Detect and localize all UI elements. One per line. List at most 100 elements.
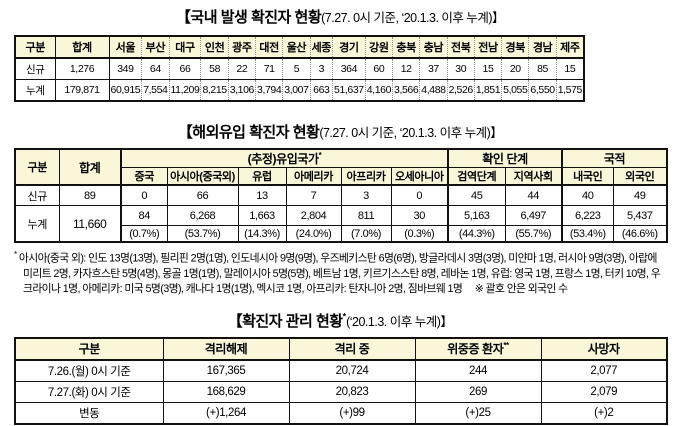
region-header: 광주: [227, 35, 256, 58]
percent-cell: (0.3%): [390, 225, 448, 242]
data-cell: 6,268: [166, 205, 238, 226]
nationality-group-header: 국적: [561, 148, 667, 168]
data-cell: 66: [166, 184, 238, 206]
inflow-country-footnote-marker: *: [318, 151, 322, 160]
percent-cell: (14.3%): [237, 225, 286, 242]
imported-subheader-row: 중국 아시아(중국외) 유럽 아메리카 아프리카 오세아니아 검역단계 지역사회…: [15, 167, 667, 185]
row-label: 신규: [14, 184, 59, 206]
imported-footnote: * 아시아(중국 외): 인도 13명(13명), 필리핀 2명(1명), 인도…: [14, 247, 666, 297]
management-title-main: 【확진자 관리 현황: [227, 312, 343, 330]
data-cell: 60,915: [108, 79, 142, 101]
subheader-foreigner: 외국인: [612, 167, 667, 185]
data-cell: 44: [504, 184, 562, 206]
data-cell: 5,055: [501, 79, 529, 101]
data-cell: 13: [237, 184, 286, 206]
data-cell: 168,629: [162, 380, 289, 403]
percent-cell: (53.4%): [561, 225, 613, 242]
management-header-row: 구분 격리해제 격리 중 위중증 환자** 사망자: [14, 337, 667, 360]
row-label: 7.26.(월) 0시 기준: [14, 358, 163, 382]
management-title: 【확진자 관리 현황*(‘20.1.3. 이후 누계)】: [0, 310, 680, 331]
data-cell: 7: [285, 184, 341, 206]
region-header: 대구: [168, 35, 201, 58]
data-cell: 1,575: [555, 79, 584, 101]
percent-cell: (0.7%): [120, 225, 167, 242]
imported-cum-percent-row: (0.7%) (53.7%) (14.3%) (24.0%) (7.0%) (0…: [15, 225, 667, 242]
data-cell: 66: [168, 57, 201, 80]
data-cell: 1,663: [237, 205, 286, 226]
management-title-sub: (‘20.1.3. 이후 누계)】: [346, 314, 453, 329]
data-cell: 5: [282, 57, 311, 80]
data-cell: 364: [332, 57, 366, 80]
data-cell: 663: [309, 79, 333, 101]
data-cell: 0: [390, 184, 448, 206]
management-table: 구분 격리해제 격리 중 위중증 환자** 사망자 7.26.(월) 0시 기준…: [14, 336, 668, 425]
data-cell: 3,794: [254, 79, 283, 101]
data-cell: 2,526: [446, 79, 475, 101]
data-cell: 269: [414, 380, 541, 403]
region-header: 울산: [282, 35, 311, 58]
inflow-country-label: (추정)유입국가: [247, 152, 319, 166]
data-cell: 40: [561, 184, 613, 206]
data-cell: 6,223: [561, 205, 613, 226]
data-cell: 20: [501, 57, 529, 80]
col-header: 구분: [14, 148, 59, 185]
region-header: 대전: [254, 35, 283, 58]
percent-cell: (53.7%): [166, 225, 238, 242]
imported-title-main: 【해외유입 확진자 현황: [177, 124, 320, 141]
domestic-table: 구분 합계 서울 부산 대구 인천 광주 대전 울산 세종 경기 강원 충북 충…: [14, 35, 585, 102]
data-cell: 20,823: [288, 380, 415, 403]
data-cell: 15: [555, 57, 584, 80]
data-cell: 49: [612, 184, 667, 206]
data-cell: 3,566: [392, 79, 420, 101]
region-header: 제주: [555, 35, 584, 58]
data-cell: 85: [528, 57, 557, 80]
data-cell: (+)25: [414, 401, 541, 424]
data-cell: 37: [419, 57, 448, 80]
data-cell: 22: [227, 57, 256, 80]
data-cell: 15: [473, 57, 502, 80]
imported-title: 【해외유입 확진자 현황(7.27. 0시 기준, ‘20.1.3. 이후 누계…: [0, 121, 680, 142]
footnote-text: 아시아(중국 외): 인도 13명(13명), 필리핀 2명(1명), 인도네시…: [18, 252, 661, 295]
region-header: 세종: [309, 35, 333, 58]
data-cell: 51,637: [332, 79, 366, 101]
data-cell: 20,724: [288, 358, 415, 382]
region-header: 경북: [501, 35, 529, 58]
data-cell: 30: [446, 57, 475, 80]
management-title-footnote-marker: *: [342, 311, 347, 322]
imported-table: 구분 합계 (추정)유입국가* 확인 단계 국적 중국 아시아(중국외) 유럽 …: [14, 148, 668, 243]
subheader-america: 아메리카: [285, 167, 341, 185]
col-header: 구분: [14, 35, 55, 58]
total-cell: 1,276: [54, 57, 109, 80]
imported-new-row: 신규 89 0 66 13 7 3 0 45 44 40 49: [14, 184, 667, 206]
data-cell: 244: [414, 358, 541, 382]
data-cell: 6,550: [528, 79, 557, 101]
percent-cell: (7.0%): [340, 225, 391, 242]
management-row-prev: 7.26.(월) 0시 기준 167,365 20,724 244 2,077: [14, 358, 667, 382]
inflow-country-group-header: (추정)유입국가*: [120, 148, 448, 168]
footnote-marker: *: [14, 250, 17, 259]
region-header: 전남: [473, 35, 502, 58]
data-cell: 7,554: [141, 79, 169, 101]
percent-cell: (46.6%): [612, 225, 667, 242]
domestic-cum-row: 누계 179,871 60,915 7,554 11,209 8,215 3,1…: [14, 79, 584, 101]
released-header: 격리해제: [162, 337, 289, 360]
data-cell: 64: [141, 57, 169, 80]
region-header: 서울: [108, 35, 142, 58]
subheader-europe: 유럽: [237, 167, 286, 185]
imported-group-header-row: 구분 합계 (추정)유입국가* 확인 단계 국적: [14, 148, 667, 185]
imported-title-sub: (7.27. 0시 기준, ‘20.1.3. 이후 누계)】: [319, 126, 503, 140]
row-label: 누계: [14, 79, 55, 101]
data-cell: 3: [309, 57, 333, 80]
data-cell: 30: [390, 205, 448, 226]
subheader-china: 중국: [120, 167, 167, 185]
percent-cell: (44.3%): [447, 225, 505, 242]
data-cell: 4,488: [419, 79, 448, 101]
region-header: 인천: [200, 35, 229, 58]
data-cell: 5,437: [612, 205, 667, 226]
data-cell: (+)2: [540, 401, 667, 424]
subheader-asia: 아시아(중국외): [166, 167, 238, 185]
subheader-korean: 내국인: [561, 167, 613, 185]
data-cell: 71: [254, 57, 283, 80]
data-cell: 3,007: [282, 79, 311, 101]
row-label: 7.27.(화) 0시 기준: [14, 380, 163, 403]
